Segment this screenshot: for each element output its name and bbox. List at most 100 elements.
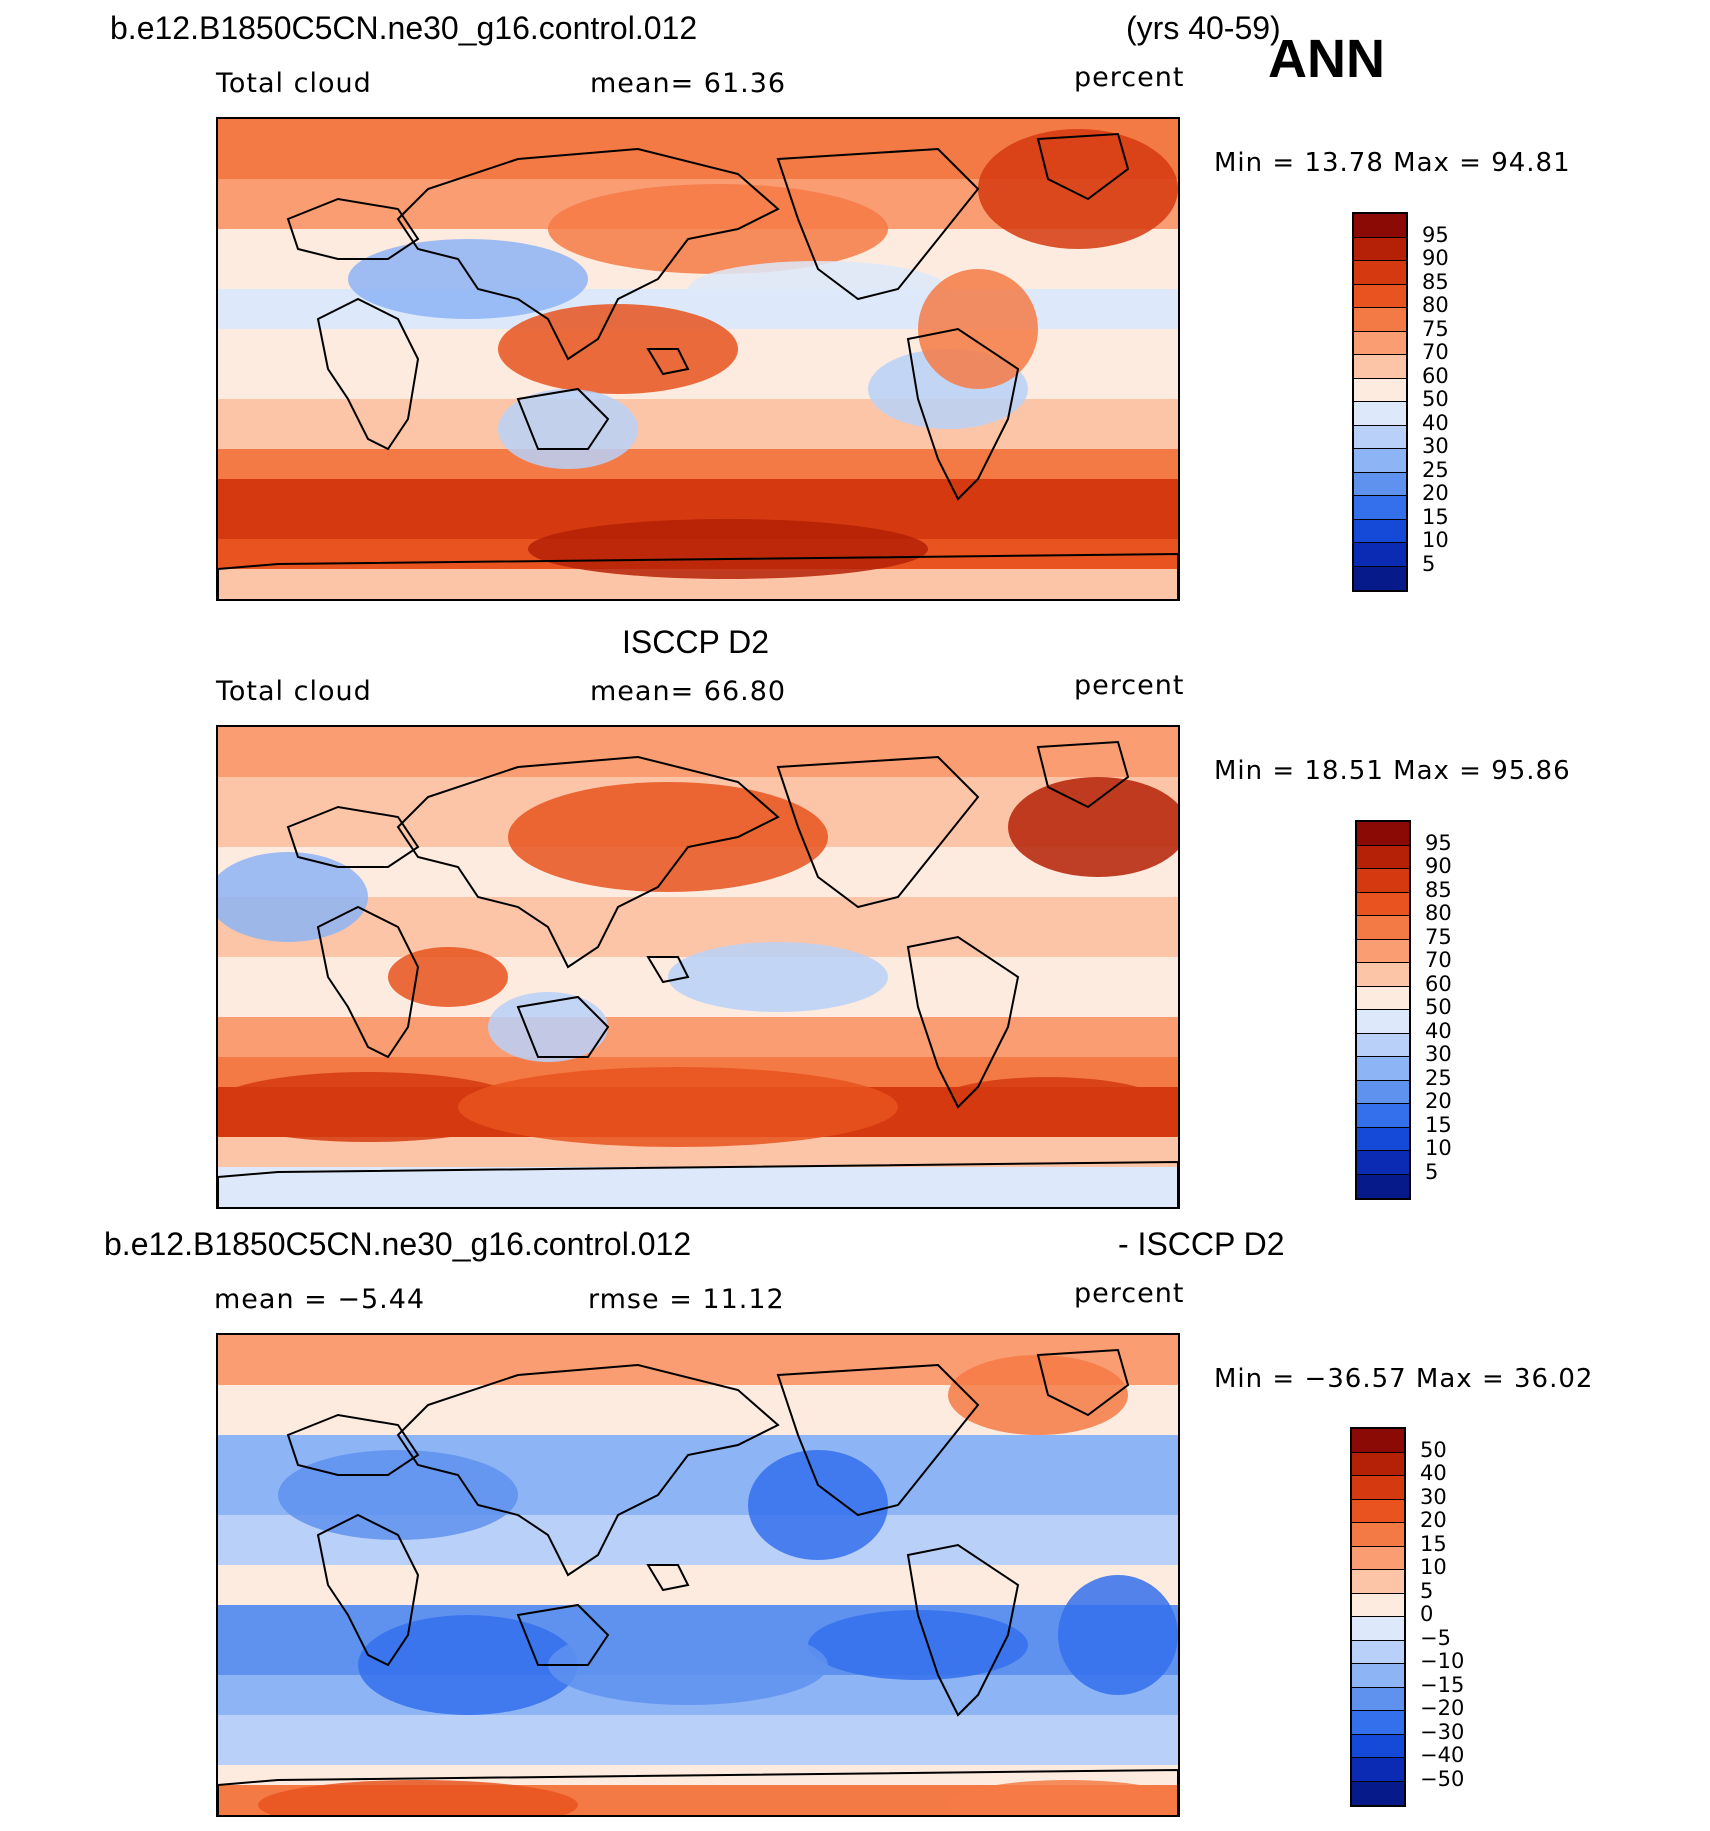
colorbar-tick-label: 40 xyxy=(1420,1461,1447,1485)
colorbar-swatch xyxy=(1354,261,1406,285)
colorbar-swatch xyxy=(1357,1151,1409,1175)
colorbar-swatch xyxy=(1352,1499,1404,1523)
panel3-title-right: - ISCCP D2 xyxy=(1118,1226,1285,1262)
colorbar-tick-label: 75 xyxy=(1422,316,1449,341)
panel1-colorbar xyxy=(1352,212,1408,592)
colorbar-tick-label: 90 xyxy=(1422,246,1449,270)
colorbar-swatch xyxy=(1357,1080,1409,1104)
colorbar-swatch xyxy=(1354,519,1406,543)
colorbar-swatch xyxy=(1354,237,1406,261)
panel3-minmax: Min = −36.57 Max = 36.02 xyxy=(1214,1364,1594,1394)
colorbar-swatch xyxy=(1357,892,1409,916)
colorbar-swatch xyxy=(1357,1104,1409,1128)
colorbar-tick-label: 15 xyxy=(1420,1531,1447,1556)
colorbar-swatch xyxy=(1357,916,1409,940)
colorbar-tick-label: 60 xyxy=(1425,971,1452,996)
colorbar-swatch xyxy=(1352,1711,1404,1735)
colorbar-swatch xyxy=(1354,355,1406,379)
colorbar-tick-label: 40 xyxy=(1425,1018,1452,1043)
colorbar-swatch xyxy=(1354,308,1406,332)
years-label: (yrs 40-59) xyxy=(1126,10,1281,46)
colorbar-tick-label: 95 xyxy=(1422,222,1449,247)
colorbar-swatch xyxy=(1357,986,1409,1010)
colorbar-swatch xyxy=(1354,331,1406,355)
panel1-mean-label: mean= 61.36 xyxy=(590,68,787,99)
colorbar-tick-label: 5 xyxy=(1420,1578,1434,1603)
colorbar-tick-label: 20 xyxy=(1420,1508,1447,1532)
colorbar-tick-label: 15 xyxy=(1425,1112,1452,1137)
colorbar-swatch xyxy=(1354,402,1406,426)
colorbar-swatch xyxy=(1354,284,1406,308)
colorbar-tick-label: −15 xyxy=(1420,1672,1465,1697)
colorbar-swatch xyxy=(1352,1429,1404,1453)
colorbar-swatch xyxy=(1357,939,1409,963)
colorbar-swatch xyxy=(1354,496,1406,520)
colorbar-swatch xyxy=(1357,869,1409,893)
colorbar-tick-label: 0 xyxy=(1420,1602,1434,1626)
colorbar-tick-label: 20 xyxy=(1425,1089,1452,1113)
colorbar-tick-label: −30 xyxy=(1420,1719,1465,1744)
colorbar-swatch xyxy=(1357,963,1409,987)
colorbar-swatch xyxy=(1352,1617,1404,1641)
colorbar-tick-label: 70 xyxy=(1425,948,1452,972)
colorbar-tick-label: 25 xyxy=(1422,457,1449,482)
colorbar-swatch xyxy=(1352,1781,1404,1805)
panel2-map xyxy=(216,725,1180,1209)
panel1-minmax: Min = 13.78 Max = 94.81 xyxy=(1214,148,1571,178)
panel2-variable-label: Total cloud xyxy=(216,676,372,707)
colorbar-swatch xyxy=(1354,566,1406,590)
colorbar-tick-label: 90 xyxy=(1425,854,1452,878)
colorbar-tick-label: 75 xyxy=(1425,924,1452,949)
colorbar-tick-label: 15 xyxy=(1422,504,1449,529)
colorbar-tick-label: 80 xyxy=(1422,293,1449,317)
colorbar-tick-label: 10 xyxy=(1420,1555,1447,1579)
colorbar-tick-label: 50 xyxy=(1422,387,1449,411)
panel3-rmse-label: rmse = 11.12 xyxy=(588,1284,785,1315)
colorbar-tick-label: 60 xyxy=(1422,363,1449,388)
colorbar-swatch xyxy=(1352,1734,1404,1758)
panel2-title: ISCCP D2 xyxy=(622,624,770,660)
panel1-variable-label: Total cloud xyxy=(216,68,372,99)
colorbar-swatch xyxy=(1352,1640,1404,1664)
colorbar-tick-label: 30 xyxy=(1420,1484,1447,1509)
colorbar-tick-label: 10 xyxy=(1425,1136,1452,1160)
colorbar-tick-label: 80 xyxy=(1425,901,1452,925)
colorbar-swatch xyxy=(1357,1057,1409,1081)
map-field xyxy=(218,119,1178,599)
colorbar-swatch xyxy=(1357,1010,1409,1034)
colorbar-tick-label: −50 xyxy=(1420,1766,1465,1791)
panel1-map xyxy=(216,117,1180,601)
colorbar-tick-label: 25 xyxy=(1425,1065,1452,1090)
case-title: b.e12.B1850C5CN.ne30_g16.control.012 xyxy=(110,10,698,46)
colorbar-tick-label: 5 xyxy=(1425,1159,1439,1184)
colorbar-swatch xyxy=(1352,1664,1404,1688)
colorbar-tick-label: 50 xyxy=(1425,995,1452,1019)
panel3-title-left: b.e12.B1850C5CN.ne30_g16.control.012 xyxy=(104,1226,692,1262)
colorbar-swatch xyxy=(1354,214,1406,238)
panel3-colorbar xyxy=(1350,1427,1406,1807)
colorbar-swatch xyxy=(1352,1593,1404,1617)
colorbar-swatch xyxy=(1352,1687,1404,1711)
colorbar-tick-label: 70 xyxy=(1422,340,1449,364)
panel3-units-label: percent xyxy=(1074,1278,1185,1309)
season-label: ANN xyxy=(1268,29,1385,89)
colorbar-swatch xyxy=(1357,1174,1409,1198)
colorbar-tick-label: 30 xyxy=(1422,434,1449,458)
colorbar-tick-label: −5 xyxy=(1420,1625,1451,1650)
colorbar-tick-label: 20 xyxy=(1422,481,1449,505)
colorbar-tick-label: 10 xyxy=(1422,528,1449,552)
panel3-mean-label: mean = −5.44 xyxy=(214,1284,426,1315)
panel3-map xyxy=(216,1333,1180,1817)
colorbar-tick-label: 40 xyxy=(1422,410,1449,435)
colorbar-swatch xyxy=(1357,1033,1409,1057)
colorbar-tick-label: 85 xyxy=(1422,269,1449,294)
panel1-units-label: percent xyxy=(1074,62,1185,93)
panel2-minmax: Min = 18.51 Max = 95.86 xyxy=(1214,756,1571,786)
colorbar-tick-label: 5 xyxy=(1422,551,1436,576)
colorbar-swatch xyxy=(1354,378,1406,402)
panel2-units-label: percent xyxy=(1074,670,1185,701)
panel2-mean-label: mean= 66.80 xyxy=(590,676,787,707)
colorbar-swatch xyxy=(1354,449,1406,473)
colorbar-tick-label: 85 xyxy=(1425,877,1452,902)
colorbar-swatch xyxy=(1357,822,1409,846)
